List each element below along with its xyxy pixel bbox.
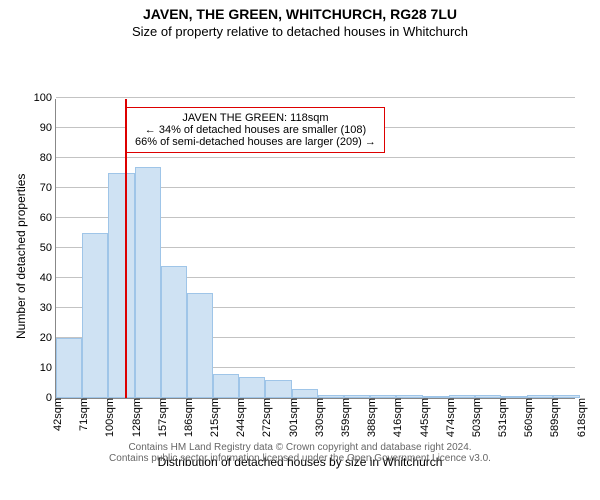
y-tick-label: 30: [40, 302, 56, 314]
y-tick-label: 10: [40, 362, 56, 374]
x-tick-label: 330sqm: [310, 398, 326, 437]
x-tick-label: 531sqm: [493, 398, 509, 437]
x-tick-label: 474sqm: [441, 398, 457, 437]
gridline: [56, 157, 575, 158]
x-tick-label: 100sqm: [100, 398, 116, 437]
histogram-bar: [213, 374, 239, 398]
histogram-bar: [161, 266, 187, 398]
annotation-line-1: JAVEN THE GREEN: 118sqm: [135, 112, 376, 124]
gridline: [56, 97, 575, 98]
x-tick-label: 388sqm: [362, 398, 378, 437]
histogram-bar: [56, 338, 82, 398]
chart-subtitle: Size of property relative to detached ho…: [0, 22, 600, 39]
x-tick-label: 244sqm: [231, 398, 247, 437]
chart-title: JAVEN, THE GREEN, WHITCHURCH, RG28 7LU: [0, 0, 600, 22]
x-tick-label: 186sqm: [179, 398, 195, 437]
y-tick-label: 40: [40, 272, 56, 284]
histogram-bar: [187, 293, 213, 398]
x-tick-label: 560sqm: [519, 398, 535, 437]
x-tick-label: 359sqm: [336, 398, 352, 437]
x-tick-label: 272sqm: [257, 398, 273, 437]
plot-area: JAVEN THE GREEN: 118sqm ← 34% of detache…: [55, 99, 575, 399]
y-tick-label: 100: [34, 92, 56, 104]
annotation-line-3: 66% of semi-detached houses are larger (…: [135, 136, 376, 148]
y-tick-label: 60: [40, 212, 56, 224]
footer-line-2: Contains public sector information licen…: [0, 453, 600, 464]
x-tick-label: 157sqm: [153, 398, 169, 437]
y-tick-label: 80: [40, 152, 56, 164]
histogram-bar: [135, 167, 161, 398]
x-tick-label: 42sqm: [48, 398, 64, 431]
histogram-bar: [265, 380, 291, 398]
annotation-line-2: ← 34% of detached houses are smaller (10…: [135, 124, 376, 136]
x-tick-label: 128sqm: [127, 398, 143, 437]
y-tick-label: 90: [40, 122, 56, 134]
footer-line-1: Contains HM Land Registry data © Crown c…: [0, 442, 600, 453]
y-tick-label: 70: [40, 182, 56, 194]
y-axis-label: Number of detached properties: [14, 174, 28, 339]
histogram-bar: [292, 389, 318, 398]
y-tick-label: 20: [40, 332, 56, 344]
annotation-box: JAVEN THE GREEN: 118sqm ← 34% of detache…: [126, 107, 385, 153]
x-tick-label: 618sqm: [572, 398, 588, 437]
x-tick-label: 215sqm: [205, 398, 221, 437]
y-tick-label: 50: [40, 242, 56, 254]
x-tick-label: 589sqm: [545, 398, 561, 437]
x-tick-label: 445sqm: [415, 398, 431, 437]
histogram-bar: [239, 377, 265, 398]
x-tick-label: 71sqm: [74, 398, 90, 431]
x-tick-label: 416sqm: [388, 398, 404, 437]
x-tick-label: 301sqm: [284, 398, 300, 437]
histogram-bar: [82, 233, 108, 398]
histogram-bar: [108, 173, 134, 398]
x-tick-label: 503sqm: [467, 398, 483, 437]
footer-attribution: Contains HM Land Registry data © Crown c…: [0, 442, 600, 464]
